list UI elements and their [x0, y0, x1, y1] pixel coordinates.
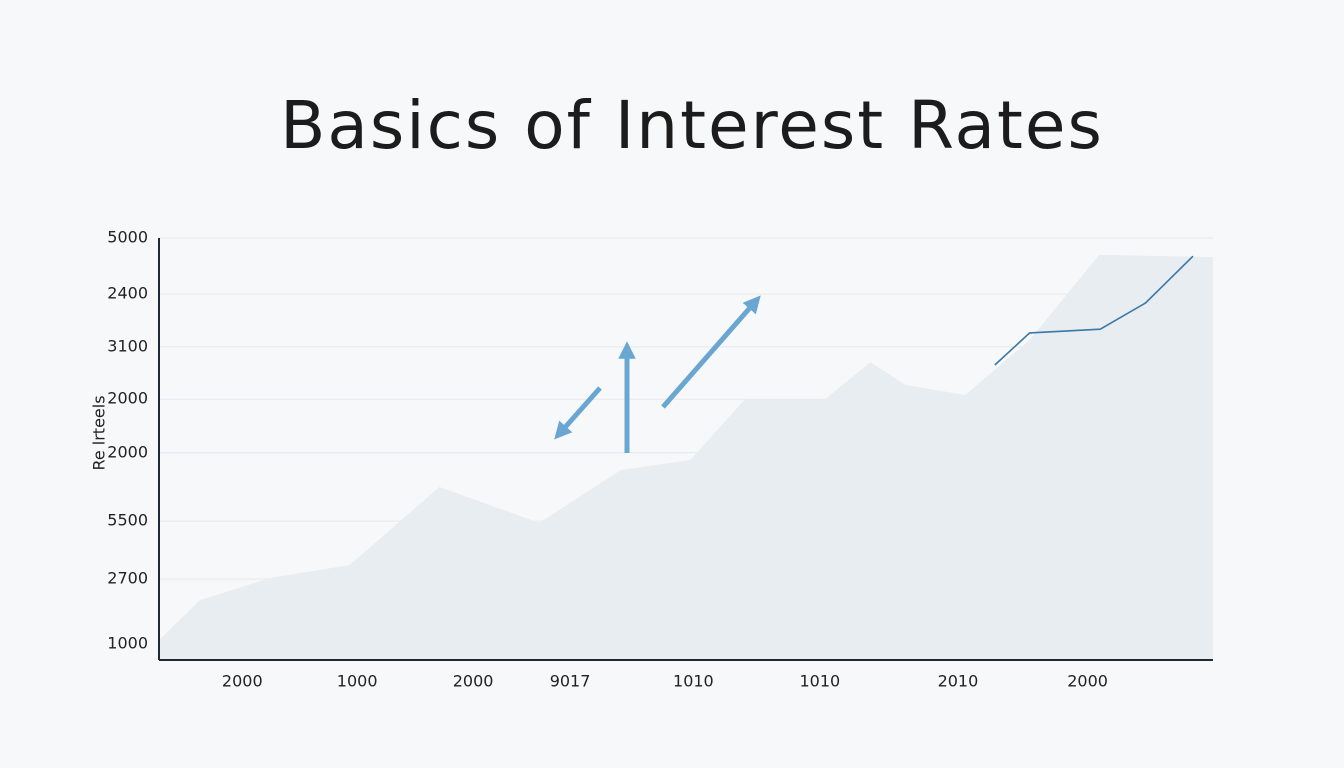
x-tick-label: 9017	[550, 672, 591, 691]
y-tick-label: 2000	[107, 442, 148, 461]
x-tick-label: 1000	[337, 672, 378, 691]
x-tick-label: 2000	[453, 672, 494, 691]
y-tick-label: 5500	[107, 511, 148, 530]
y-tick-label: 1000	[107, 633, 148, 652]
y-tick-label: 5000	[107, 228, 148, 247]
plot: 5000 2400 3100 2000 2000 5500 2700 1000 2000 1000…	[107, 228, 1213, 691]
x-tick-label: 2000	[222, 672, 263, 691]
y-tick-label: 2000	[107, 389, 148, 408]
y-tick-label: 3100	[107, 336, 148, 355]
arrow	[661, 295, 761, 409]
y-axis-label: Re lrteels	[90, 395, 109, 470]
x-tick-label: 1010	[673, 672, 714, 691]
x-tick-label: 1010	[799, 672, 840, 691]
x-tick-label: 2000	[1067, 672, 1108, 691]
y-tick-label: 2700	[107, 568, 148, 587]
line	[994, 255, 1194, 366]
chart-title: Basics of Interest Rates	[280, 87, 1104, 164]
arrow	[554, 386, 602, 440]
x-tick-label: 2010	[938, 672, 979, 691]
area	[159, 254, 1213, 660]
y-tick-label: 2400	[107, 284, 148, 303]
